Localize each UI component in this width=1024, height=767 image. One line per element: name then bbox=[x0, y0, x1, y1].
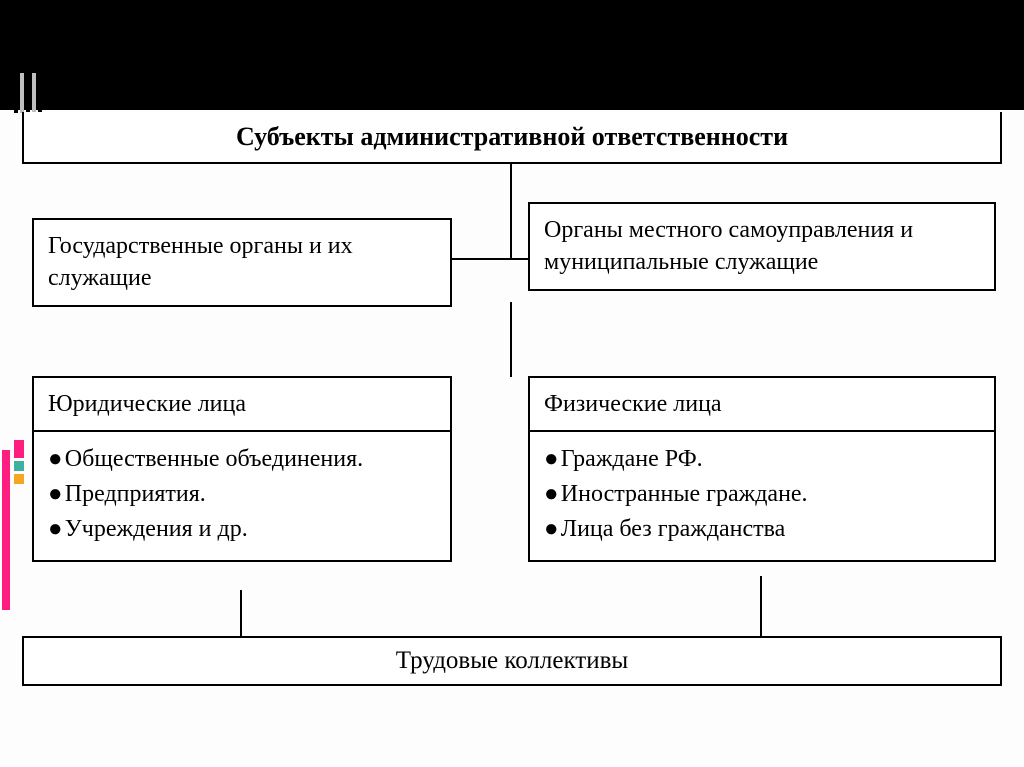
list-item-label: Лица без гражданства bbox=[561, 516, 786, 542]
list-item-label: Учреждения и др. bbox=[65, 516, 248, 542]
list-item-label: Граждане РФ. bbox=[561, 446, 703, 472]
list-item: ●Предприятия. bbox=[48, 477, 436, 512]
node-government-label: Государственные органы и их служащие bbox=[48, 233, 353, 291]
connector-vertical-2 bbox=[510, 302, 512, 377]
decoration-stripe-left bbox=[2, 450, 10, 610]
list-item: ●Учреждения и др. bbox=[48, 512, 436, 547]
connector-to-bottom-left bbox=[240, 590, 242, 636]
diagram-title: Субъекты административной ответственност… bbox=[236, 122, 788, 152]
list-item: ●Граждане РФ. bbox=[544, 442, 980, 477]
list-item-label: Общественные объединения. bbox=[65, 446, 363, 472]
list-item-label: Предприятия. bbox=[65, 481, 206, 507]
node-labor-collectives-label: Трудовые коллективы bbox=[396, 647, 628, 675]
node-local-government-label: Органы местного самоуправления и муницип… bbox=[544, 217, 913, 275]
slide-top-bar bbox=[0, 0, 1024, 110]
list-item-label: Иностранные граждане. bbox=[561, 481, 808, 507]
list-individuals: ●Граждане РФ. ●Иностранные граждане. ●Ли… bbox=[528, 430, 996, 562]
node-legal-entities: Юридические лица bbox=[32, 376, 452, 432]
connector-vertical-1 bbox=[510, 164, 512, 259]
decoration-accent-left bbox=[14, 440, 24, 484]
node-government: Государственные органы и их служащие bbox=[32, 218, 452, 307]
node-local-government: Органы местного самоуправления и муницип… bbox=[528, 202, 996, 291]
node-legal-entities-label: Юридические лица bbox=[48, 391, 246, 417]
node-individuals: Физические лица bbox=[528, 376, 996, 432]
list-item: ●Лица без гражданства bbox=[544, 512, 980, 547]
diagram-stage: Субъекты административной ответственност… bbox=[0, 0, 1024, 767]
list-item: ●Иностранные граждане. bbox=[544, 477, 980, 512]
diagram-title-box: Субъекты административной ответственност… bbox=[22, 112, 1002, 164]
list-legal-entities: ●Общественные объединения. ●Предприятия.… bbox=[32, 430, 452, 562]
node-labor-collectives: Трудовые коллективы bbox=[22, 636, 1002, 686]
decoration-bars-top bbox=[14, 73, 42, 113]
connector-to-bottom-right bbox=[760, 576, 762, 636]
node-individuals-label: Физические лица bbox=[544, 391, 722, 417]
list-item: ●Общественные объединения. bbox=[48, 442, 436, 477]
